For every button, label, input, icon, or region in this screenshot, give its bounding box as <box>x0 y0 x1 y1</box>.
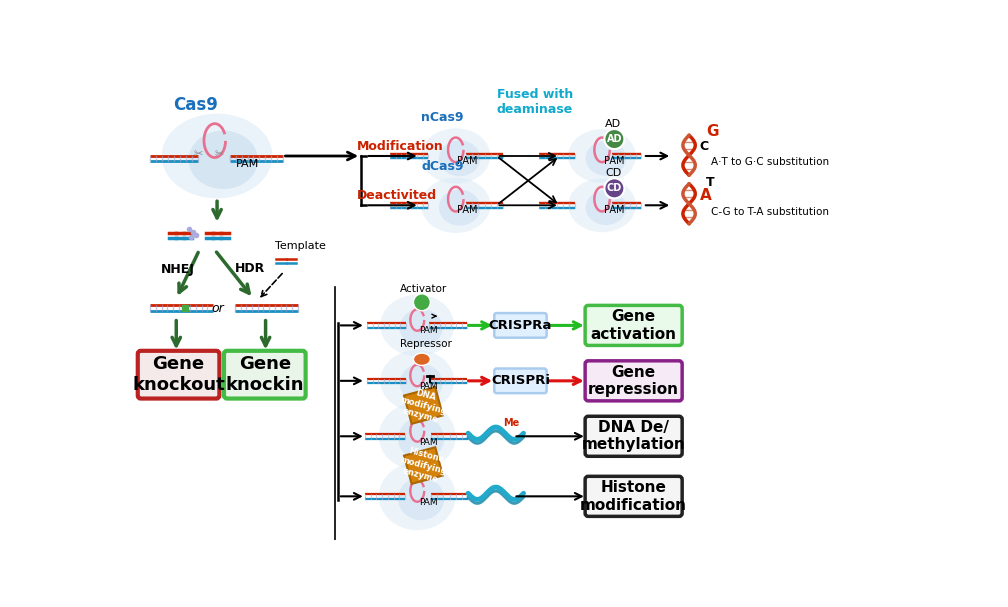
Text: AD: AD <box>605 119 621 129</box>
Text: Repressor: Repressor <box>400 339 453 349</box>
Circle shape <box>605 129 624 149</box>
Text: T: T <box>706 176 715 189</box>
Text: Activator: Activator <box>400 283 448 294</box>
Text: A·T to G·C substitution: A·T to G·C substitution <box>712 157 830 168</box>
Ellipse shape <box>380 294 455 356</box>
Text: Fused with
deaminase: Fused with deaminase <box>497 88 574 116</box>
Text: PAM: PAM <box>458 205 478 215</box>
Ellipse shape <box>379 402 456 470</box>
Circle shape <box>413 294 430 311</box>
Text: DNA De/
methylation: DNA De/ methylation <box>582 420 685 452</box>
Ellipse shape <box>161 114 272 198</box>
FancyBboxPatch shape <box>224 351 305 399</box>
Text: PAM: PAM <box>419 438 438 447</box>
Text: C: C <box>700 140 709 153</box>
Ellipse shape <box>379 463 456 531</box>
Ellipse shape <box>399 364 443 402</box>
Text: HDR: HDR <box>235 262 265 274</box>
Text: NHEJ: NHEJ <box>161 263 195 276</box>
Ellipse shape <box>438 140 481 176</box>
Ellipse shape <box>380 350 455 412</box>
Text: ✂: ✂ <box>194 149 203 160</box>
Text: CD: CD <box>607 183 622 194</box>
Text: Gene
knockout: Gene knockout <box>132 355 225 394</box>
Text: G: G <box>706 124 719 139</box>
FancyBboxPatch shape <box>494 313 546 337</box>
Ellipse shape <box>413 353 430 365</box>
Ellipse shape <box>586 190 626 225</box>
Text: CRISPRi: CRISPRi <box>491 375 550 387</box>
Text: CRISPRa: CRISPRa <box>489 319 552 332</box>
Text: AD: AD <box>607 134 622 144</box>
Ellipse shape <box>569 178 636 232</box>
Ellipse shape <box>188 131 258 189</box>
Text: Template: Template <box>275 241 326 251</box>
FancyBboxPatch shape <box>138 351 220 399</box>
Text: Me: Me <box>504 418 520 427</box>
Polygon shape <box>404 387 443 424</box>
Text: or: or <box>212 302 225 314</box>
Text: Modification: Modification <box>357 140 444 153</box>
Text: PAM: PAM <box>236 159 260 169</box>
Ellipse shape <box>421 128 491 184</box>
Text: C-G to T-A substitution: C-G to T-A substitution <box>712 207 830 217</box>
Text: dCas9: dCas9 <box>421 160 464 173</box>
Ellipse shape <box>399 308 443 347</box>
Text: PAM: PAM <box>604 205 624 215</box>
Ellipse shape <box>586 141 626 176</box>
FancyBboxPatch shape <box>585 361 682 401</box>
Text: nCas9: nCas9 <box>421 110 464 124</box>
Text: Histone
modification: Histone modification <box>581 480 687 512</box>
FancyBboxPatch shape <box>585 476 682 517</box>
FancyBboxPatch shape <box>494 368 546 393</box>
Text: PAM: PAM <box>419 498 438 507</box>
Text: PAM: PAM <box>418 382 437 390</box>
Text: Gene
repression: Gene repression <box>588 365 679 397</box>
FancyBboxPatch shape <box>585 305 682 345</box>
Text: Deactivited: Deactivited <box>357 189 436 202</box>
Text: Histone
modifying
enzyme: Histone modifying enzyme <box>396 445 451 486</box>
Ellipse shape <box>421 178 491 233</box>
Text: A: A <box>700 188 712 203</box>
Text: Gene
activation: Gene activation <box>591 309 676 342</box>
Text: Gene
knockin: Gene knockin <box>226 355 304 394</box>
Circle shape <box>605 178 624 198</box>
Ellipse shape <box>398 417 445 460</box>
Text: ✂: ✂ <box>215 149 224 160</box>
Text: PAM: PAM <box>604 156 624 166</box>
Text: PAM: PAM <box>418 326 437 335</box>
Text: Cas9: Cas9 <box>173 96 218 114</box>
Ellipse shape <box>438 189 481 226</box>
FancyBboxPatch shape <box>585 416 682 456</box>
Text: CD: CD <box>605 168 621 178</box>
Ellipse shape <box>569 129 636 183</box>
Polygon shape <box>404 447 443 484</box>
Ellipse shape <box>398 477 445 520</box>
Text: DNA
modifying
enzyme: DNA modifying enzyme <box>396 385 451 426</box>
Text: PAM: PAM <box>458 156 478 166</box>
